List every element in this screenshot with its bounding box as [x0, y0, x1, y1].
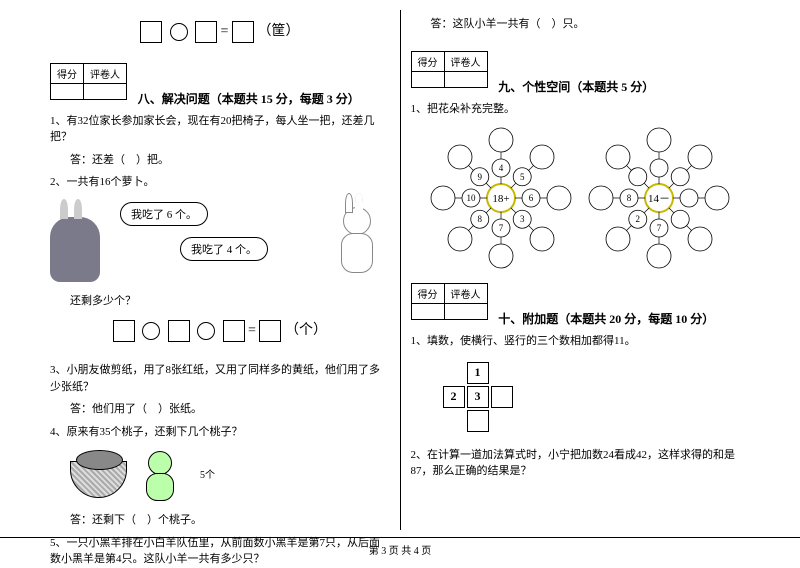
box-icon [259, 320, 281, 342]
svg-text:9: 9 [477, 172, 482, 182]
cross-left: 2 [443, 386, 465, 408]
box-icon [168, 320, 190, 342]
question-9-1: 1、把花朵补充完整。 [411, 101, 751, 118]
svg-text:7: 7 [499, 223, 504, 233]
cross-mid: 3 [467, 386, 489, 408]
svg-text:6: 6 [529, 193, 534, 203]
score-blank [411, 304, 444, 320]
basket-icon [70, 461, 127, 498]
rabbit-left-icon [50, 217, 100, 282]
box-icon [140, 21, 162, 43]
svg-text:7: 7 [656, 223, 661, 233]
grader-blank [444, 71, 487, 87]
grader-label: 评卷人 [444, 284, 487, 304]
score-label: 得分 [411, 51, 444, 71]
score-label: 得分 [411, 284, 444, 304]
question-4: 4、原来有35个桃子，还剩下几个桃子？ [50, 424, 390, 441]
flower-1-icon: 18+ 4 5 6 3 7 8 10 9 [424, 123, 579, 273]
svg-text:8: 8 [477, 214, 482, 224]
question-5-answer: 答：这队小羊一共有（ ）只。 [431, 16, 751, 33]
score-table-10: 得分 评卷人 [411, 283, 488, 320]
score-blank [411, 71, 444, 87]
right-column: 答：这队小羊一共有（ ）只。 得分 评卷人 九、个性空间（本题共 5 分） 1、… [401, 10, 761, 530]
box-icon [195, 21, 217, 43]
cross-bottom [467, 410, 489, 432]
question-2: 2、一共有16个萝卜。 [50, 174, 390, 191]
page: = （筐） 得分 评卷人 八、解决问题（本题共 15 分，每题 3 分） 1、有… [0, 0, 800, 530]
score-blank [51, 83, 84, 99]
box-icon [223, 320, 245, 342]
question-10-2: 2、在计算一道加法算式时，小宁把加数24看成42，这样求得的和是87，那么正确的… [411, 447, 751, 480]
circle-icon [197, 322, 215, 340]
rabbit-right-icon [335, 207, 380, 277]
flower-2-icon: 14－ 7 2 8 [582, 123, 737, 273]
equation-row-1: = （筐） [50, 20, 390, 43]
box-icon [232, 21, 254, 43]
unit-label: （筐） [257, 24, 299, 39]
box-icon [113, 320, 135, 342]
question-1-answer: 答：还差（ ）把。 [70, 152, 390, 169]
question-10-1: 1、填数，使横行、竖行的三个数相加都得11。 [411, 333, 751, 350]
section-8-title: 八、解决问题（本题共 15 分，每题 3 分） [138, 90, 360, 107]
svg-text:18+: 18+ [492, 193, 509, 205]
svg-text:8: 8 [626, 193, 631, 203]
svg-text:14－: 14－ [648, 193, 670, 205]
circle-icon [170, 23, 188, 41]
question-3: 3、小朋友做剪纸，用了8张红纸，又用了同样多的黄纸，他们用了多少张纸？ [50, 362, 390, 395]
svg-text:3: 3 [520, 214, 525, 224]
section-10-title: 十、附加题（本题共 20 分，每题 10 分） [498, 310, 714, 327]
cross-top: 1 [467, 362, 489, 384]
circle-icon [142, 322, 160, 340]
section-9-title: 九、个性空间（本题共 5 分） [498, 78, 654, 95]
left-column: = （筐） 得分 评卷人 八、解决问题（本题共 15 分，每题 3 分） 1、有… [40, 10, 401, 530]
svg-text:5: 5 [520, 172, 525, 182]
svg-text:4: 4 [499, 163, 504, 173]
question-1: 1、有32位家长参加家长会，现在有20把椅子，每人坐一把，还差几把？ [50, 113, 390, 146]
equals: = [221, 24, 232, 39]
cross-puzzle: 1 2 3 [441, 360, 515, 434]
question-3-answer: 答：他们用了（ ）张纸。 [70, 401, 390, 418]
basket-diagram: 5个 [50, 446, 390, 506]
question-2-remain: 还剩多少个？ [70, 293, 390, 310]
flower-diagrams: 18+ 4 5 6 3 7 8 10 9 14－ 7 2 8 [411, 123, 751, 273]
question-4-answer: 答：还剩下（ ）个桃子。 [70, 512, 390, 529]
score-table-9: 得分 评卷人 [411, 51, 488, 88]
unit-label: （个） [285, 323, 327, 338]
cross-right [491, 386, 513, 408]
rabbit-diagram: 我吃了 6 个。 我吃了 4 个。 [50, 197, 390, 287]
grader-blank [84, 83, 127, 99]
equals: = [248, 323, 259, 338]
score-label: 得分 [51, 63, 84, 83]
grader-blank [444, 304, 487, 320]
speech-bubble-1: 我吃了 6 个。 [120, 202, 208, 226]
score-table: 得分 评卷人 [50, 63, 127, 100]
svg-text:2: 2 [635, 214, 640, 224]
equation-row-2: = （个） [50, 319, 390, 342]
grader-label: 评卷人 [444, 51, 487, 71]
five-peach-label: 5个 [200, 466, 215, 481]
grader-label: 评卷人 [84, 63, 127, 83]
speech-bubble-2: 我吃了 4 个。 [180, 237, 268, 261]
svg-text:10: 10 [466, 193, 476, 203]
page-footer: 第 3 页 共 4 页 [0, 537, 800, 557]
monkey-icon [140, 451, 180, 501]
